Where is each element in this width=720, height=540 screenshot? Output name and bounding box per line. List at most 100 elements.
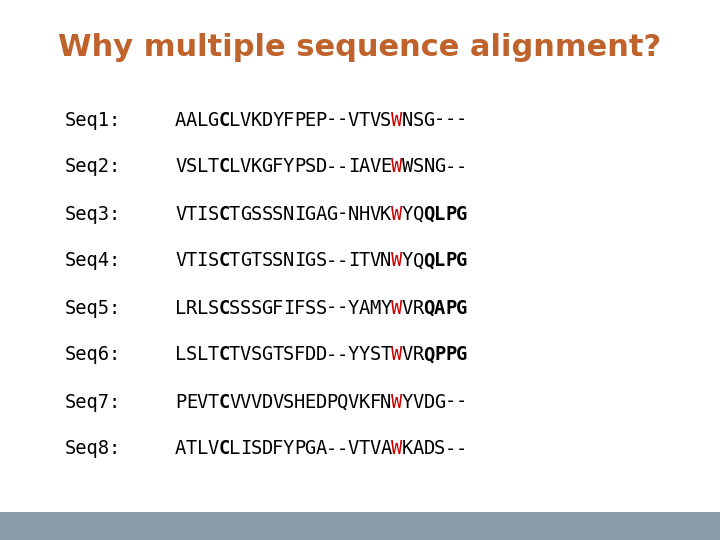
Text: S: S <box>207 299 219 318</box>
Text: S: S <box>186 158 197 177</box>
Text: S: S <box>305 158 316 177</box>
Text: E: E <box>305 393 316 411</box>
Text: V: V <box>175 205 186 224</box>
Text: -: - <box>326 346 338 365</box>
Text: C: C <box>218 299 230 318</box>
Text: T: T <box>186 252 197 271</box>
Text: G: G <box>305 440 316 458</box>
Text: -: - <box>434 111 446 130</box>
Text: F: F <box>294 346 305 365</box>
Text: -: - <box>326 158 338 177</box>
Text: S: S <box>261 205 273 224</box>
Text: P: P <box>175 393 186 411</box>
Text: S: S <box>413 158 424 177</box>
Text: T: T <box>272 346 284 365</box>
Text: G: G <box>456 205 467 224</box>
Text: H: H <box>294 393 305 411</box>
Text: G: G <box>261 158 273 177</box>
Text: R: R <box>186 299 197 318</box>
Text: G: G <box>305 205 316 224</box>
Text: -: - <box>326 299 338 318</box>
Text: -: - <box>445 111 456 130</box>
Text: S: S <box>283 393 294 411</box>
Text: L: L <box>434 205 446 224</box>
Text: I: I <box>294 252 305 271</box>
Text: D: D <box>261 111 273 130</box>
Text: T: T <box>229 252 240 271</box>
Text: Y: Y <box>402 252 413 271</box>
Text: V: V <box>240 393 251 411</box>
Text: A: A <box>434 299 446 318</box>
Text: G: G <box>456 299 467 318</box>
Text: T: T <box>229 346 240 365</box>
Text: K: K <box>251 158 262 177</box>
Text: V: V <box>197 393 208 411</box>
Text: Y: Y <box>380 299 392 318</box>
Text: Q: Q <box>337 393 348 411</box>
Text: W: W <box>391 299 402 318</box>
Text: S: S <box>207 205 219 224</box>
Text: S: S <box>229 299 240 318</box>
Text: T: T <box>251 252 262 271</box>
Text: D: D <box>315 158 327 177</box>
Text: A: A <box>359 299 370 318</box>
Text: F: F <box>294 299 305 318</box>
Text: N: N <box>423 158 435 177</box>
Text: G: G <box>434 393 446 411</box>
Text: L: L <box>434 252 446 271</box>
Text: T: T <box>359 111 370 130</box>
Text: L: L <box>197 346 208 365</box>
Text: D: D <box>423 393 435 411</box>
Text: Y: Y <box>283 158 294 177</box>
Text: I: I <box>348 158 359 177</box>
Text: -: - <box>326 440 338 458</box>
Text: D: D <box>261 393 273 411</box>
Text: L: L <box>197 111 208 130</box>
Text: M: M <box>369 299 381 318</box>
Text: V: V <box>229 393 240 411</box>
Text: Y: Y <box>402 205 413 224</box>
Text: V: V <box>348 111 359 130</box>
Text: A: A <box>175 111 186 130</box>
Text: L: L <box>197 299 208 318</box>
Text: G: G <box>456 346 467 365</box>
Text: Q: Q <box>423 346 435 365</box>
Text: Seq8:: Seq8: <box>65 440 121 458</box>
Text: G: G <box>326 205 338 224</box>
Text: -: - <box>456 440 467 458</box>
Text: Q: Q <box>423 205 435 224</box>
Text: S: S <box>240 299 251 318</box>
Text: K: K <box>359 393 370 411</box>
Text: D: D <box>305 346 316 365</box>
Text: N: N <box>283 252 294 271</box>
Text: Seq3:: Seq3: <box>65 205 121 224</box>
Text: V: V <box>240 111 251 130</box>
Text: C: C <box>218 205 230 224</box>
Text: S: S <box>251 299 262 318</box>
Text: Q: Q <box>413 252 424 271</box>
Text: P: P <box>445 252 456 271</box>
Text: Y: Y <box>272 111 284 130</box>
Text: L: L <box>175 346 186 365</box>
Bar <box>0 512 720 540</box>
Text: K: K <box>380 205 392 224</box>
Text: -: - <box>456 158 467 177</box>
Text: Q: Q <box>423 252 435 271</box>
Text: C: C <box>218 393 230 411</box>
Text: A: A <box>315 440 327 458</box>
Text: W: W <box>391 158 402 177</box>
Text: S: S <box>434 440 446 458</box>
Text: -: - <box>337 158 348 177</box>
Text: A: A <box>359 158 370 177</box>
Text: L: L <box>229 111 240 130</box>
Text: F: F <box>272 299 284 318</box>
Text: N: N <box>402 111 413 130</box>
Text: T: T <box>207 346 219 365</box>
Text: V: V <box>369 158 381 177</box>
Text: L: L <box>229 440 240 458</box>
Text: S: S <box>207 252 219 271</box>
Text: R: R <box>413 299 424 318</box>
Text: Seq4:: Seq4: <box>65 252 121 271</box>
Text: I: I <box>240 440 251 458</box>
Text: -: - <box>337 346 348 365</box>
